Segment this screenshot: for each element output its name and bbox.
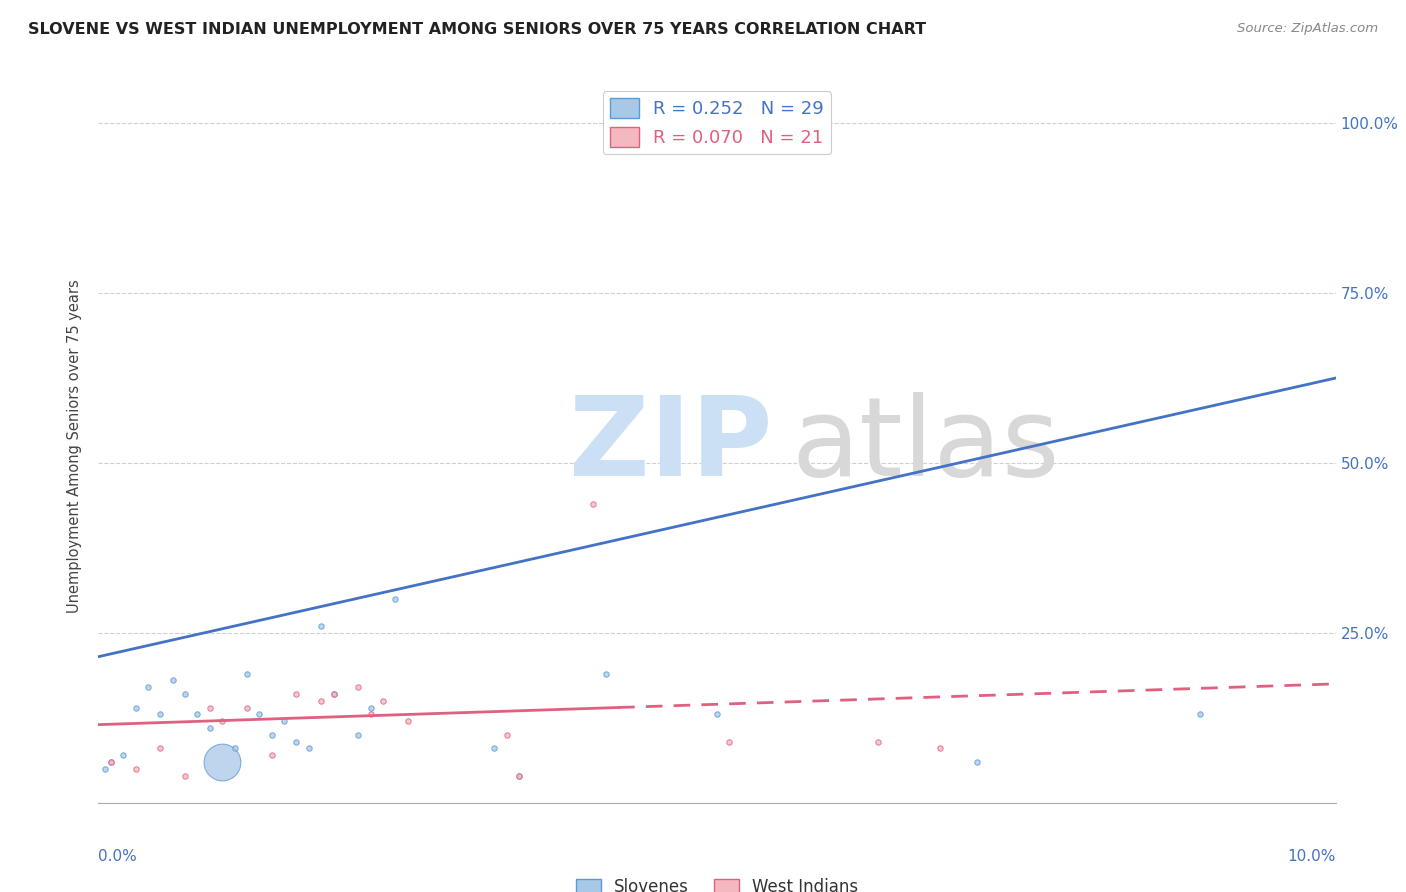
Point <box>285 734 308 748</box>
Point <box>309 694 332 708</box>
Point <box>211 755 233 769</box>
Point <box>706 707 728 722</box>
Point <box>112 748 135 763</box>
Text: 0.0%: 0.0% <box>98 849 138 864</box>
Point <box>347 728 370 742</box>
Point <box>236 700 259 714</box>
Point <box>174 769 197 783</box>
Point <box>360 707 382 722</box>
Point <box>260 748 283 763</box>
Point <box>508 769 530 783</box>
Point <box>198 700 221 714</box>
Point <box>298 741 321 756</box>
Point <box>360 700 382 714</box>
Point <box>371 694 394 708</box>
Y-axis label: Unemployment Among Seniors over 75 years: Unemployment Among Seniors over 75 years <box>67 279 83 613</box>
Point <box>136 680 159 694</box>
Point <box>347 680 370 694</box>
Text: SLOVENE VS WEST INDIAN UNEMPLOYMENT AMONG SENIORS OVER 75 YEARS CORRELATION CHAR: SLOVENE VS WEST INDIAN UNEMPLOYMENT AMON… <box>28 22 927 37</box>
Point <box>100 755 122 769</box>
Text: Source: ZipAtlas.com: Source: ZipAtlas.com <box>1237 22 1378 36</box>
Point <box>495 728 517 742</box>
Point <box>384 591 406 606</box>
Point <box>322 687 344 701</box>
Point <box>236 666 259 681</box>
Point <box>1188 707 1211 722</box>
Point <box>508 769 530 783</box>
Point <box>100 755 122 769</box>
Point <box>595 666 617 681</box>
Point <box>198 721 221 735</box>
Text: ZIP: ZIP <box>568 392 772 500</box>
Point <box>247 707 270 722</box>
Point <box>866 734 889 748</box>
Point <box>211 714 233 729</box>
Point <box>285 687 308 701</box>
Point <box>162 673 184 688</box>
Point <box>928 741 950 756</box>
Point <box>174 687 197 701</box>
Point <box>582 497 605 511</box>
Point <box>396 714 419 729</box>
Point <box>309 619 332 633</box>
Point <box>718 734 741 748</box>
Point <box>149 741 172 756</box>
Legend: Slovenes, West Indians: Slovenes, West Indians <box>569 871 865 892</box>
Point <box>322 687 344 701</box>
Point <box>224 741 246 756</box>
Point <box>484 741 506 756</box>
Point <box>260 728 283 742</box>
Point <box>273 714 295 729</box>
Point <box>93 762 115 776</box>
Point <box>966 755 988 769</box>
Point <box>124 762 146 776</box>
Point <box>186 707 208 722</box>
Text: atlas: atlas <box>792 392 1060 500</box>
Point <box>124 700 146 714</box>
Point <box>149 707 172 722</box>
Text: 10.0%: 10.0% <box>1288 849 1336 864</box>
